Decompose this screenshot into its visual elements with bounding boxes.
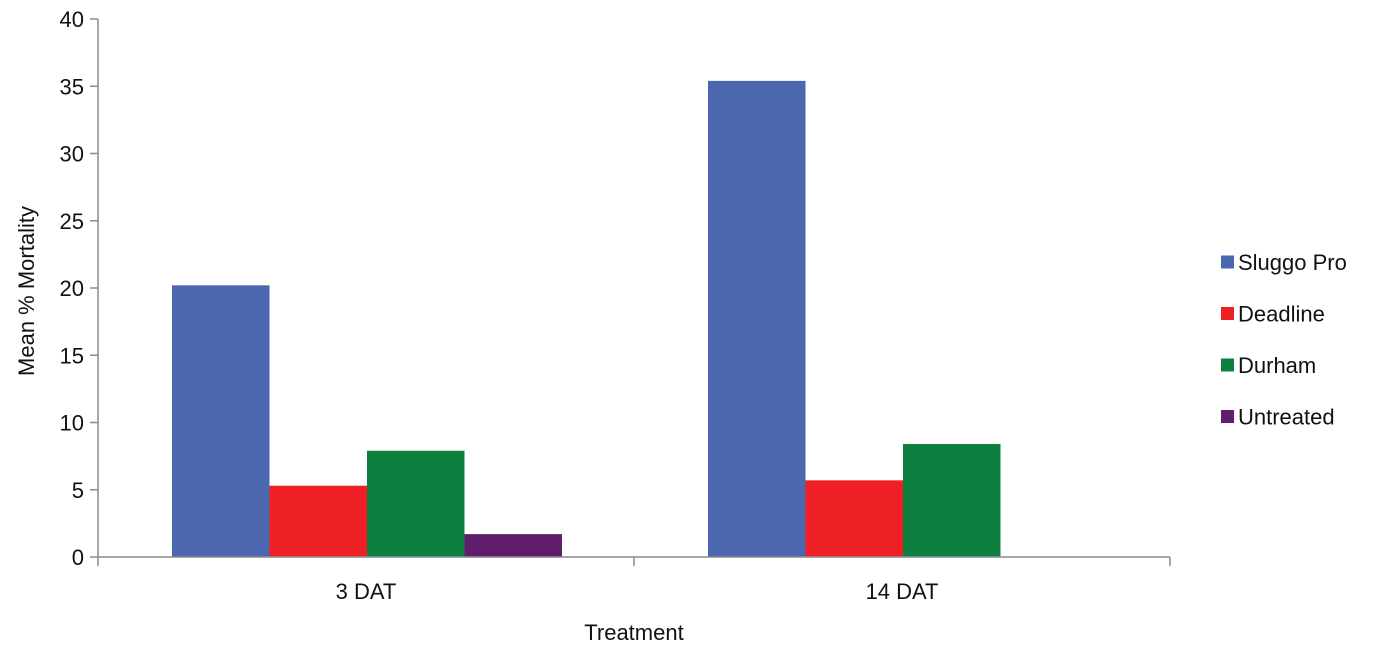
legend-label-untreated: Untreated bbox=[1238, 405, 1335, 430]
y-axis-ticks: 0 5 10 15 20 25 30 35 40 bbox=[60, 7, 98, 570]
bar-deadline-3-dat bbox=[269, 485, 367, 557]
x-category-label: 14 DAT bbox=[866, 579, 939, 604]
y-tick-label: 40 bbox=[60, 7, 84, 32]
legend-label-sluggo-pro: Sluggo Pro bbox=[1238, 250, 1347, 275]
y-tick-label: 5 bbox=[72, 478, 84, 503]
legend-label-deadline: Deadline bbox=[1238, 302, 1325, 327]
legend-swatch-untreated bbox=[1221, 410, 1234, 423]
y-tick-label: 15 bbox=[60, 343, 84, 368]
y-tick-label: 25 bbox=[60, 209, 84, 234]
bar-untreated-3-dat bbox=[464, 534, 562, 557]
x-axis-ticks: 3 DAT 14 DAT bbox=[97, 557, 1171, 604]
legend-swatch-sluggo-pro bbox=[1221, 255, 1234, 269]
x-axis-title: Treatment bbox=[584, 620, 683, 645]
y-tick-label: 30 bbox=[60, 142, 84, 167]
bar-durham-14-dat bbox=[903, 444, 1001, 557]
legend-swatch-deadline bbox=[1221, 307, 1234, 320]
legend-label-durham: Durham bbox=[1238, 353, 1316, 378]
y-tick-label: 10 bbox=[60, 411, 84, 436]
y-tick-label: 0 bbox=[72, 545, 84, 570]
y-axis-title: Mean % Mortality bbox=[14, 206, 39, 376]
legend-swatch-durham bbox=[1221, 358, 1234, 372]
bar-deadline-14-dat bbox=[805, 480, 903, 557]
bar-sluggo-pro-14-dat bbox=[708, 80, 806, 558]
legend: Sluggo Pro Deadline Durham Untreated bbox=[1221, 250, 1347, 430]
bar-series-group bbox=[172, 80, 1001, 558]
x-category-label: 3 DAT bbox=[336, 579, 397, 604]
bar-sluggo-pro-3-dat bbox=[172, 285, 270, 557]
y-tick-label: 35 bbox=[60, 74, 84, 99]
y-tick-label: 20 bbox=[60, 276, 84, 301]
bar-durham-3-dat bbox=[367, 450, 465, 557]
